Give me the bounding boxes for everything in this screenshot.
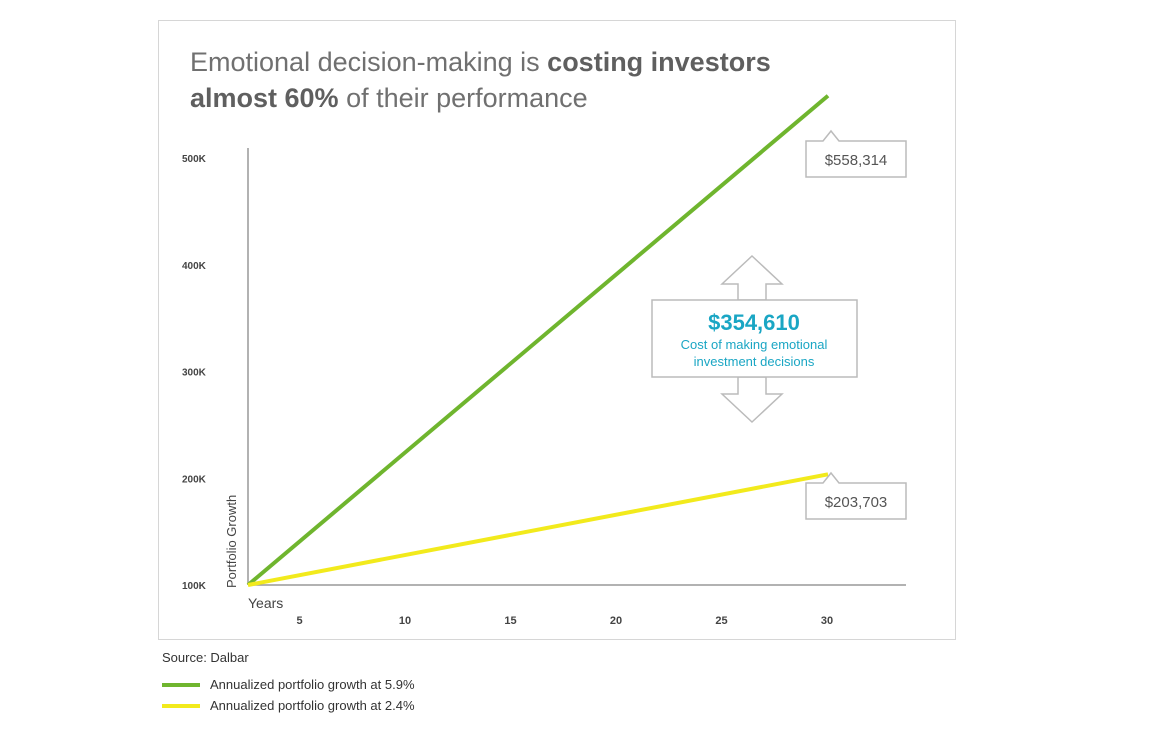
up-arrow-icon [720,254,784,301]
legend-swatch [162,703,200,708]
y-tick-label: 100K [182,581,207,592]
x-tick-label: 5 [296,615,302,627]
x-tick-label: 15 [504,615,516,627]
x-tick-label: 20 [610,615,622,627]
chart-frame [158,20,956,640]
legend-item-green: Annualized portfolio growth at 5.9% [162,677,415,692]
x-tick-label: 10 [399,615,411,627]
chart-title: Emotional decision-making is costing inv… [190,44,890,116]
legend-label: Annualized portfolio growth at 5.9% [210,677,415,692]
title-bold: almost 60% [190,83,339,113]
y-tick-label: 500K [182,154,207,165]
end-value-yellow-box [805,471,907,520]
legend-swatch [162,682,200,687]
title-part: of their performance [338,83,588,113]
x-tick-label: 30 [821,615,833,627]
annotation-text: Cost of making emotional [681,337,828,352]
down-arrow-icon [720,376,784,424]
x-axis-label: Years [248,595,283,611]
y-tick-label: 200K [182,474,207,485]
legend-item-yellow: Annualized portfolio growth at 2.4% [162,698,415,713]
end-value-green-label: $558,314 [825,152,888,169]
y-axis-label: Portfolio Growth [224,495,239,588]
y-tick-label: 400K [182,261,207,272]
source-note: Source: Dalbar [162,650,249,665]
annotation-box [651,299,858,378]
title-part: Emotional decision-making is [190,47,548,77]
x-tick-label: 25 [715,615,727,627]
y-tick-label: 300K [182,368,207,379]
annotation-text: investment decisions [694,354,815,369]
end-value-green-box [805,129,907,178]
title-bold: costing investors [547,47,771,77]
series-line-green [246,94,830,587]
end-value-yellow-label: $203,703 [825,494,888,511]
annotation-value: $354,610 [708,310,800,335]
series-line-yellow [247,472,829,587]
legend-label: Annualized portfolio growth at 2.4% [210,698,415,713]
